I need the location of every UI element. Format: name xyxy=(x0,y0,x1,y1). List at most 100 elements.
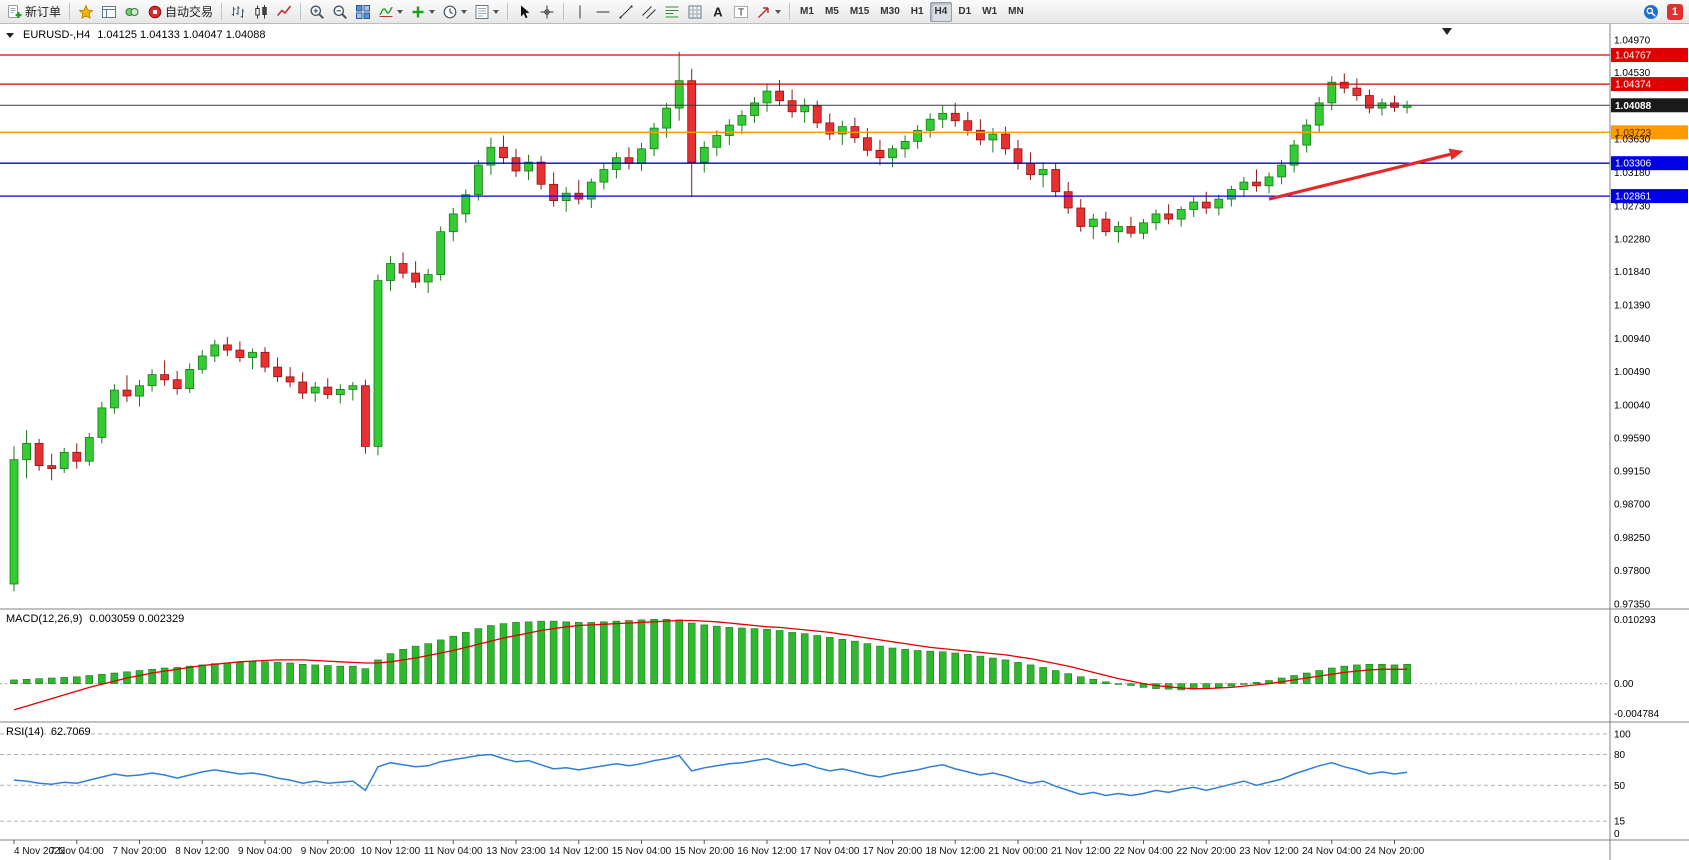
candle[interactable] xyxy=(1277,159,1286,185)
candle[interactable] xyxy=(1252,169,1261,192)
candle[interactable] xyxy=(323,378,333,399)
candle[interactable] xyxy=(348,382,358,401)
shapes-button[interactable] xyxy=(684,2,706,22)
fibonacci-button[interactable] xyxy=(661,2,683,22)
candle[interactable] xyxy=(875,139,885,166)
vertical-line-button[interactable] xyxy=(569,2,591,22)
timeframe-m1[interactable]: M1 xyxy=(795,2,819,22)
timeframe-h4[interactable]: H4 xyxy=(929,1,953,22)
timeframe-m5[interactable]: M5 xyxy=(820,2,844,22)
candle[interactable] xyxy=(1038,162,1048,188)
candle[interactable] xyxy=(235,341,245,362)
candle[interactable] xyxy=(147,369,157,392)
candle[interactable] xyxy=(298,372,308,399)
label-button[interactable]: T xyxy=(730,2,752,22)
candle[interactable] xyxy=(561,187,571,212)
candle[interactable] xyxy=(1201,191,1211,214)
candle[interactable] xyxy=(850,117,860,143)
object-layer[interactable] xyxy=(0,54,1610,201)
candle[interactable] xyxy=(185,363,195,394)
candle[interactable] xyxy=(950,102,960,127)
candle[interactable] xyxy=(1051,163,1061,197)
candle[interactable] xyxy=(1402,100,1412,114)
candle[interactable] xyxy=(888,145,897,168)
market-watch-button[interactable] xyxy=(98,2,120,22)
zoom-in-button[interactable] xyxy=(306,2,328,22)
candle[interactable] xyxy=(248,348,257,370)
candle[interactable] xyxy=(1164,204,1173,225)
candle[interactable] xyxy=(963,111,973,136)
candle[interactable] xyxy=(586,178,596,208)
candle[interactable] xyxy=(197,350,207,374)
trendline-button[interactable] xyxy=(615,2,637,22)
candle[interactable] xyxy=(461,189,471,223)
candle[interactable] xyxy=(1239,176,1249,197)
zoom-out-button[interactable] xyxy=(329,2,351,22)
candle[interactable] xyxy=(1114,221,1123,243)
chevron-down-icon[interactable] xyxy=(461,9,468,14)
candle[interactable] xyxy=(135,379,144,407)
candle[interactable] xyxy=(549,172,558,207)
candle[interactable] xyxy=(1302,119,1312,153)
candle[interactable] xyxy=(649,122,659,157)
notification-badge[interactable]: 1 xyxy=(1666,3,1683,20)
candle[interactable] xyxy=(1352,78,1362,101)
navigator-button[interactable] xyxy=(121,2,143,22)
candle[interactable] xyxy=(1013,139,1023,170)
candle[interactable] xyxy=(1151,209,1161,231)
text-button[interactable]: A xyxy=(707,2,729,22)
candle[interactable] xyxy=(1001,126,1010,155)
candle[interactable] xyxy=(1365,89,1374,114)
candle[interactable] xyxy=(335,384,345,404)
candle[interactable] xyxy=(1126,216,1136,238)
candle[interactable] xyxy=(47,453,57,481)
community-search-button[interactable] xyxy=(1640,2,1662,22)
new-order-button[interactable]: 新订单 xyxy=(4,2,64,22)
trend-arrow[interactable] xyxy=(1268,148,1464,201)
candle[interactable] xyxy=(160,360,170,386)
candle[interactable] xyxy=(1026,152,1035,180)
crosshair-button[interactable] xyxy=(536,2,558,22)
candle[interactable] xyxy=(800,98,810,123)
candle[interactable] xyxy=(599,163,609,190)
candle[interactable] xyxy=(1339,73,1349,94)
candle[interactable] xyxy=(624,147,634,170)
candle[interactable] xyxy=(486,137,496,175)
candle[interactable] xyxy=(386,256,395,291)
price-chart-svg[interactable]: 1.04767 1.04374 1.03723 1.03306 1.02861 1.040… xyxy=(0,24,1689,860)
candle[interactable] xyxy=(59,447,69,473)
candle[interactable] xyxy=(1377,98,1387,116)
arrows-button[interactable] xyxy=(753,2,784,22)
candle[interactable] xyxy=(22,430,32,479)
candle[interactable] xyxy=(1088,213,1098,240)
chevron-down-icon[interactable] xyxy=(775,9,782,14)
candle[interactable] xyxy=(273,357,283,383)
candle[interactable] xyxy=(536,156,546,190)
candle[interactable] xyxy=(1101,211,1111,237)
candle[interactable] xyxy=(737,110,747,134)
candle[interactable] xyxy=(436,226,446,281)
candle[interactable] xyxy=(34,438,44,471)
candle[interactable] xyxy=(9,446,19,592)
scroll-end-marker[interactable] xyxy=(1442,28,1452,35)
candle[interactable] xyxy=(222,336,232,356)
candle[interactable] xyxy=(473,159,483,201)
add-indicator-button[interactable] xyxy=(407,2,438,22)
candle[interactable] xyxy=(448,208,458,242)
candle[interactable] xyxy=(97,401,107,444)
candle[interactable] xyxy=(524,154,533,180)
candle[interactable] xyxy=(1314,97,1324,133)
candle[interactable] xyxy=(1076,199,1086,232)
candle[interactable] xyxy=(1139,219,1148,240)
candle[interactable] xyxy=(1390,95,1399,112)
candle[interactable] xyxy=(637,142,646,171)
timeframe-h1[interactable]: H1 xyxy=(906,2,929,22)
candle[interactable] xyxy=(674,51,684,121)
candle[interactable] xyxy=(72,443,82,469)
templates-button[interactable] xyxy=(471,2,502,22)
candle[interactable] xyxy=(1063,182,1073,214)
candle[interactable] xyxy=(423,268,433,294)
candle[interactable] xyxy=(310,382,320,402)
candle[interactable] xyxy=(84,433,94,466)
candle[interactable] xyxy=(712,130,722,157)
